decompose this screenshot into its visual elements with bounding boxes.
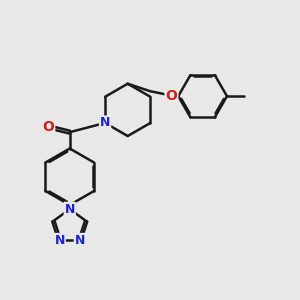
Text: N: N — [75, 234, 85, 247]
Text: O: O — [166, 88, 177, 103]
Text: N: N — [100, 116, 110, 130]
Text: O: O — [42, 120, 54, 134]
Text: N: N — [54, 234, 65, 247]
Text: N: N — [64, 202, 75, 216]
